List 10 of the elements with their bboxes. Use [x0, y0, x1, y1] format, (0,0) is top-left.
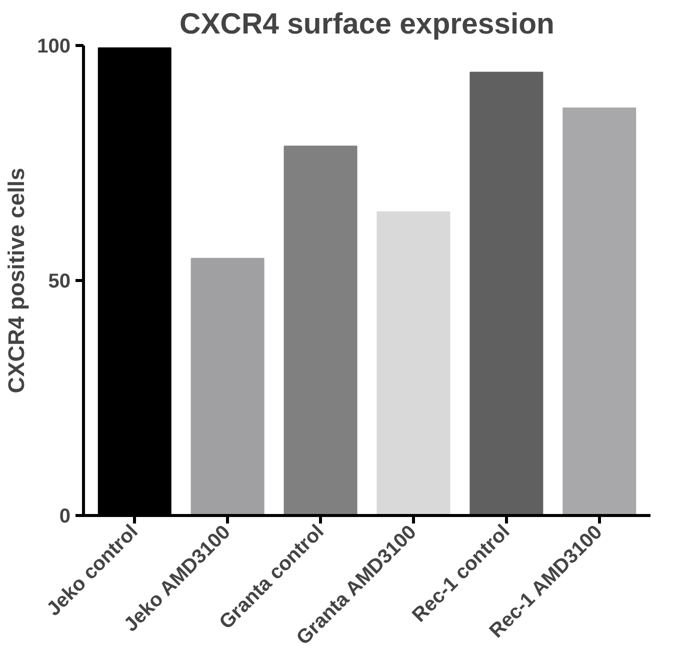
bar [376, 211, 450, 516]
y-tick-label: 50 [48, 270, 71, 292]
bar [470, 72, 544, 516]
y-tick-label: 100 [37, 36, 71, 58]
chart-title: CXCR4 surface expression [180, 8, 554, 40]
bar [190, 258, 264, 516]
y-tick-label: 0 [59, 506, 70, 528]
bar [562, 108, 636, 516]
y-axis-title: CXCR4 positive cells [3, 168, 30, 394]
bar [284, 146, 358, 516]
